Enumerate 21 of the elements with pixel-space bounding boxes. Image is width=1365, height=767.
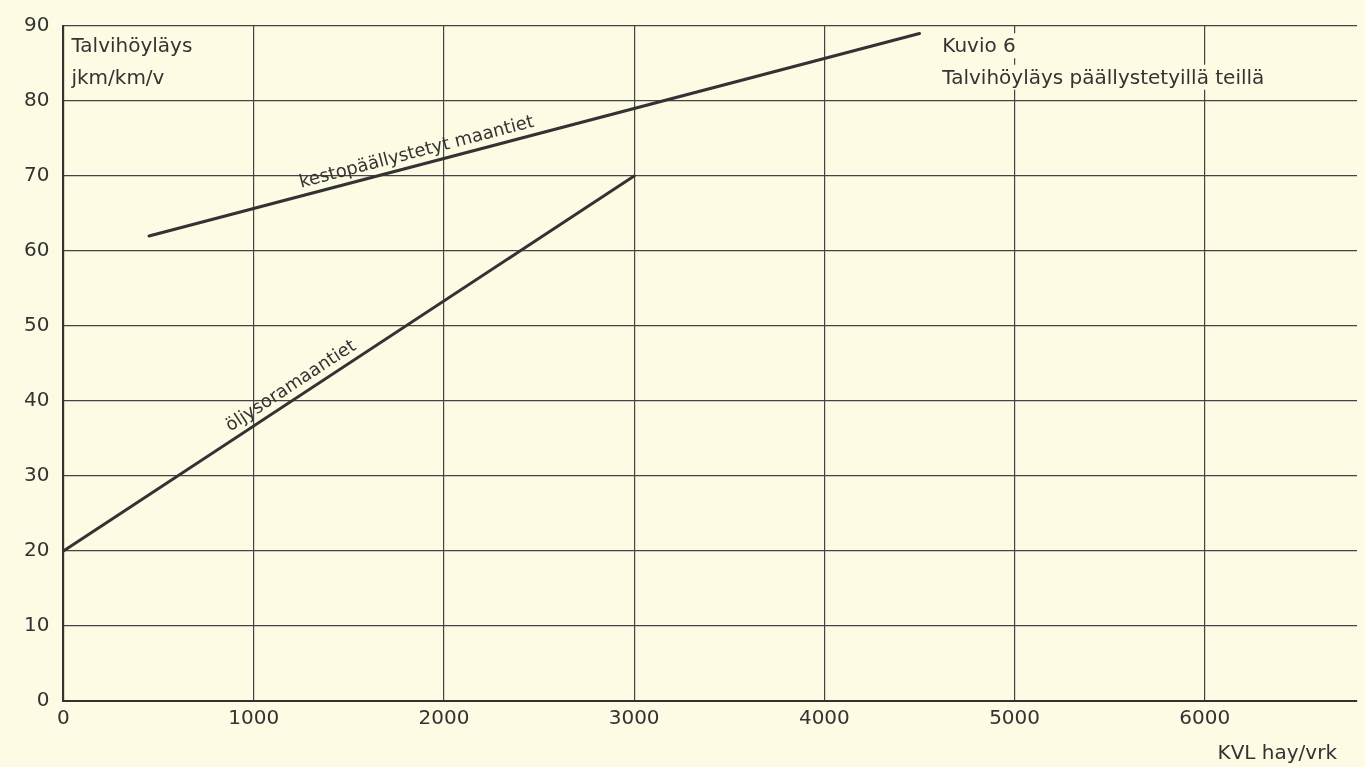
y-axis-title: Talvihöyläys jkm/km/v <box>70 33 193 89</box>
y-tick-label: 10 <box>24 612 50 637</box>
y-tick-label: 30 <box>24 462 50 487</box>
text: Talvihöyläys päällystetyillä teillä <box>941 64 1265 89</box>
chart-title: Kuvio 6 <box>942 33 1016 58</box>
x-axis-title: KVL hay/vrk <box>1217 740 1338 764</box>
x-tick-label: 6000 <box>1179 705 1231 730</box>
x-tick-label: 0 <box>57 705 70 730</box>
y-tick-label: 0 <box>36 687 50 712</box>
y-tick-label: 60 <box>24 237 50 262</box>
y-tick-label: 90 <box>24 12 50 37</box>
y-tick-label: 50 <box>24 312 50 337</box>
x-tick-label: 4000 <box>798 705 850 730</box>
y-tick-label: 20 <box>24 537 50 562</box>
x-tick-label: 3000 <box>608 705 660 730</box>
y-tick-label: 80 <box>24 87 50 112</box>
x-tick-label: 2000 <box>418 705 470 730</box>
x-tick-label: 5000 <box>989 705 1041 730</box>
x-tick-label: 1000 <box>228 705 280 730</box>
y-tick-label: 40 <box>24 387 50 412</box>
y-tick-label: 70 <box>24 162 50 187</box>
